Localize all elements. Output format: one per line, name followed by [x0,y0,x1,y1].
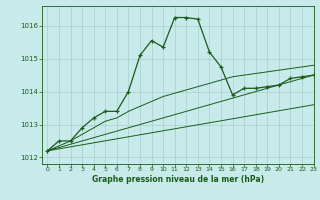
X-axis label: Graphe pression niveau de la mer (hPa): Graphe pression niveau de la mer (hPa) [92,175,264,184]
